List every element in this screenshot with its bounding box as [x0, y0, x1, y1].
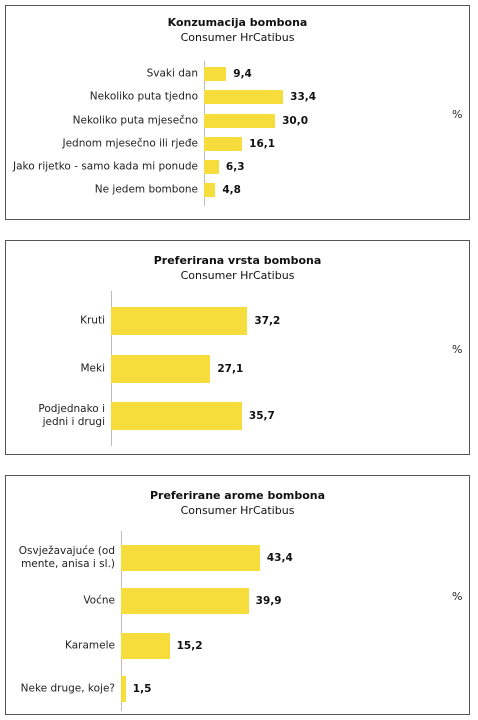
bar [111, 355, 211, 383]
category-label: Osvježavajuće (od mente, anisa i sl.) [18, 545, 115, 570]
bar [121, 545, 260, 571]
chart-title: Preferirana vrsta bombona [153, 254, 322, 267]
unit-label: % [452, 590, 463, 603]
chart-panel: Konzumacija bombona Consumer HrCatibus% Sv… [5, 5, 470, 220]
bar [204, 114, 276, 128]
value-label: 27,1 [217, 363, 244, 375]
bar [204, 183, 216, 197]
value-label: 9,4 [233, 68, 252, 80]
unit-label: % [452, 342, 463, 356]
bar [121, 676, 126, 702]
axis-line [121, 531, 122, 711]
category-label: Jednom mjesečno ili rjeđe [62, 137, 198, 150]
unit-label: % [452, 107, 463, 121]
bar [204, 137, 243, 151]
category-label: Voćne [83, 594, 115, 607]
value-label: 16,1 [249, 138, 276, 150]
bar [111, 402, 242, 430]
value-label: 33,4 [290, 91, 317, 103]
axis-line [204, 61, 205, 206]
chart-title: Preferirane arome bombona [149, 489, 326, 502]
value-label: 15,2 [176, 640, 203, 652]
bar [204, 160, 219, 174]
category-label: Nekoliko puta mjesečno [72, 114, 198, 127]
category-label: Nekoliko puta tjedno [89, 90, 198, 103]
value-label: 35,7 [248, 410, 275, 422]
category-label: Kruti [80, 314, 105, 327]
value-label: 4,8 [222, 184, 241, 196]
category-label: Karamele [65, 639, 115, 652]
value-label: 39,9 [255, 595, 282, 607]
category-label: Ne jedem bombone [94, 183, 198, 196]
chart-subtitle: Consumer HrCatibus [180, 31, 295, 44]
category-label: Svaki dan [146, 67, 198, 80]
chart-subtitle: Consumer HrCatibus [180, 269, 295, 282]
chart-subtitle: Consumer HrCatibus [180, 504, 295, 517]
chart-title: Konzumacija bombona [167, 16, 308, 29]
value-label: 37,2 [254, 315, 281, 327]
bar [121, 633, 170, 659]
value-label: 1,5 [132, 683, 152, 695]
value-label: 6,3 [225, 161, 245, 173]
bar [204, 90, 284, 104]
value-label: 43,4 [266, 552, 293, 564]
category-label: Podjednako i jedni i drugi [38, 403, 105, 428]
value-label: 30,0 [282, 115, 309, 127]
category-label: Meki [80, 362, 105, 375]
category-label: Neke druge, koje? [20, 682, 115, 695]
bar [121, 588, 249, 614]
category-label: Jako rijetko - samo kada mi ponude [13, 160, 198, 173]
chart-panel: Preferirane arome bombona Consumer HrCati… [5, 475, 470, 715]
bar [204, 67, 227, 81]
chart-panel: Preferirana vrsta bombona Consumer HrCati… [5, 240, 470, 455]
bar [111, 307, 248, 335]
